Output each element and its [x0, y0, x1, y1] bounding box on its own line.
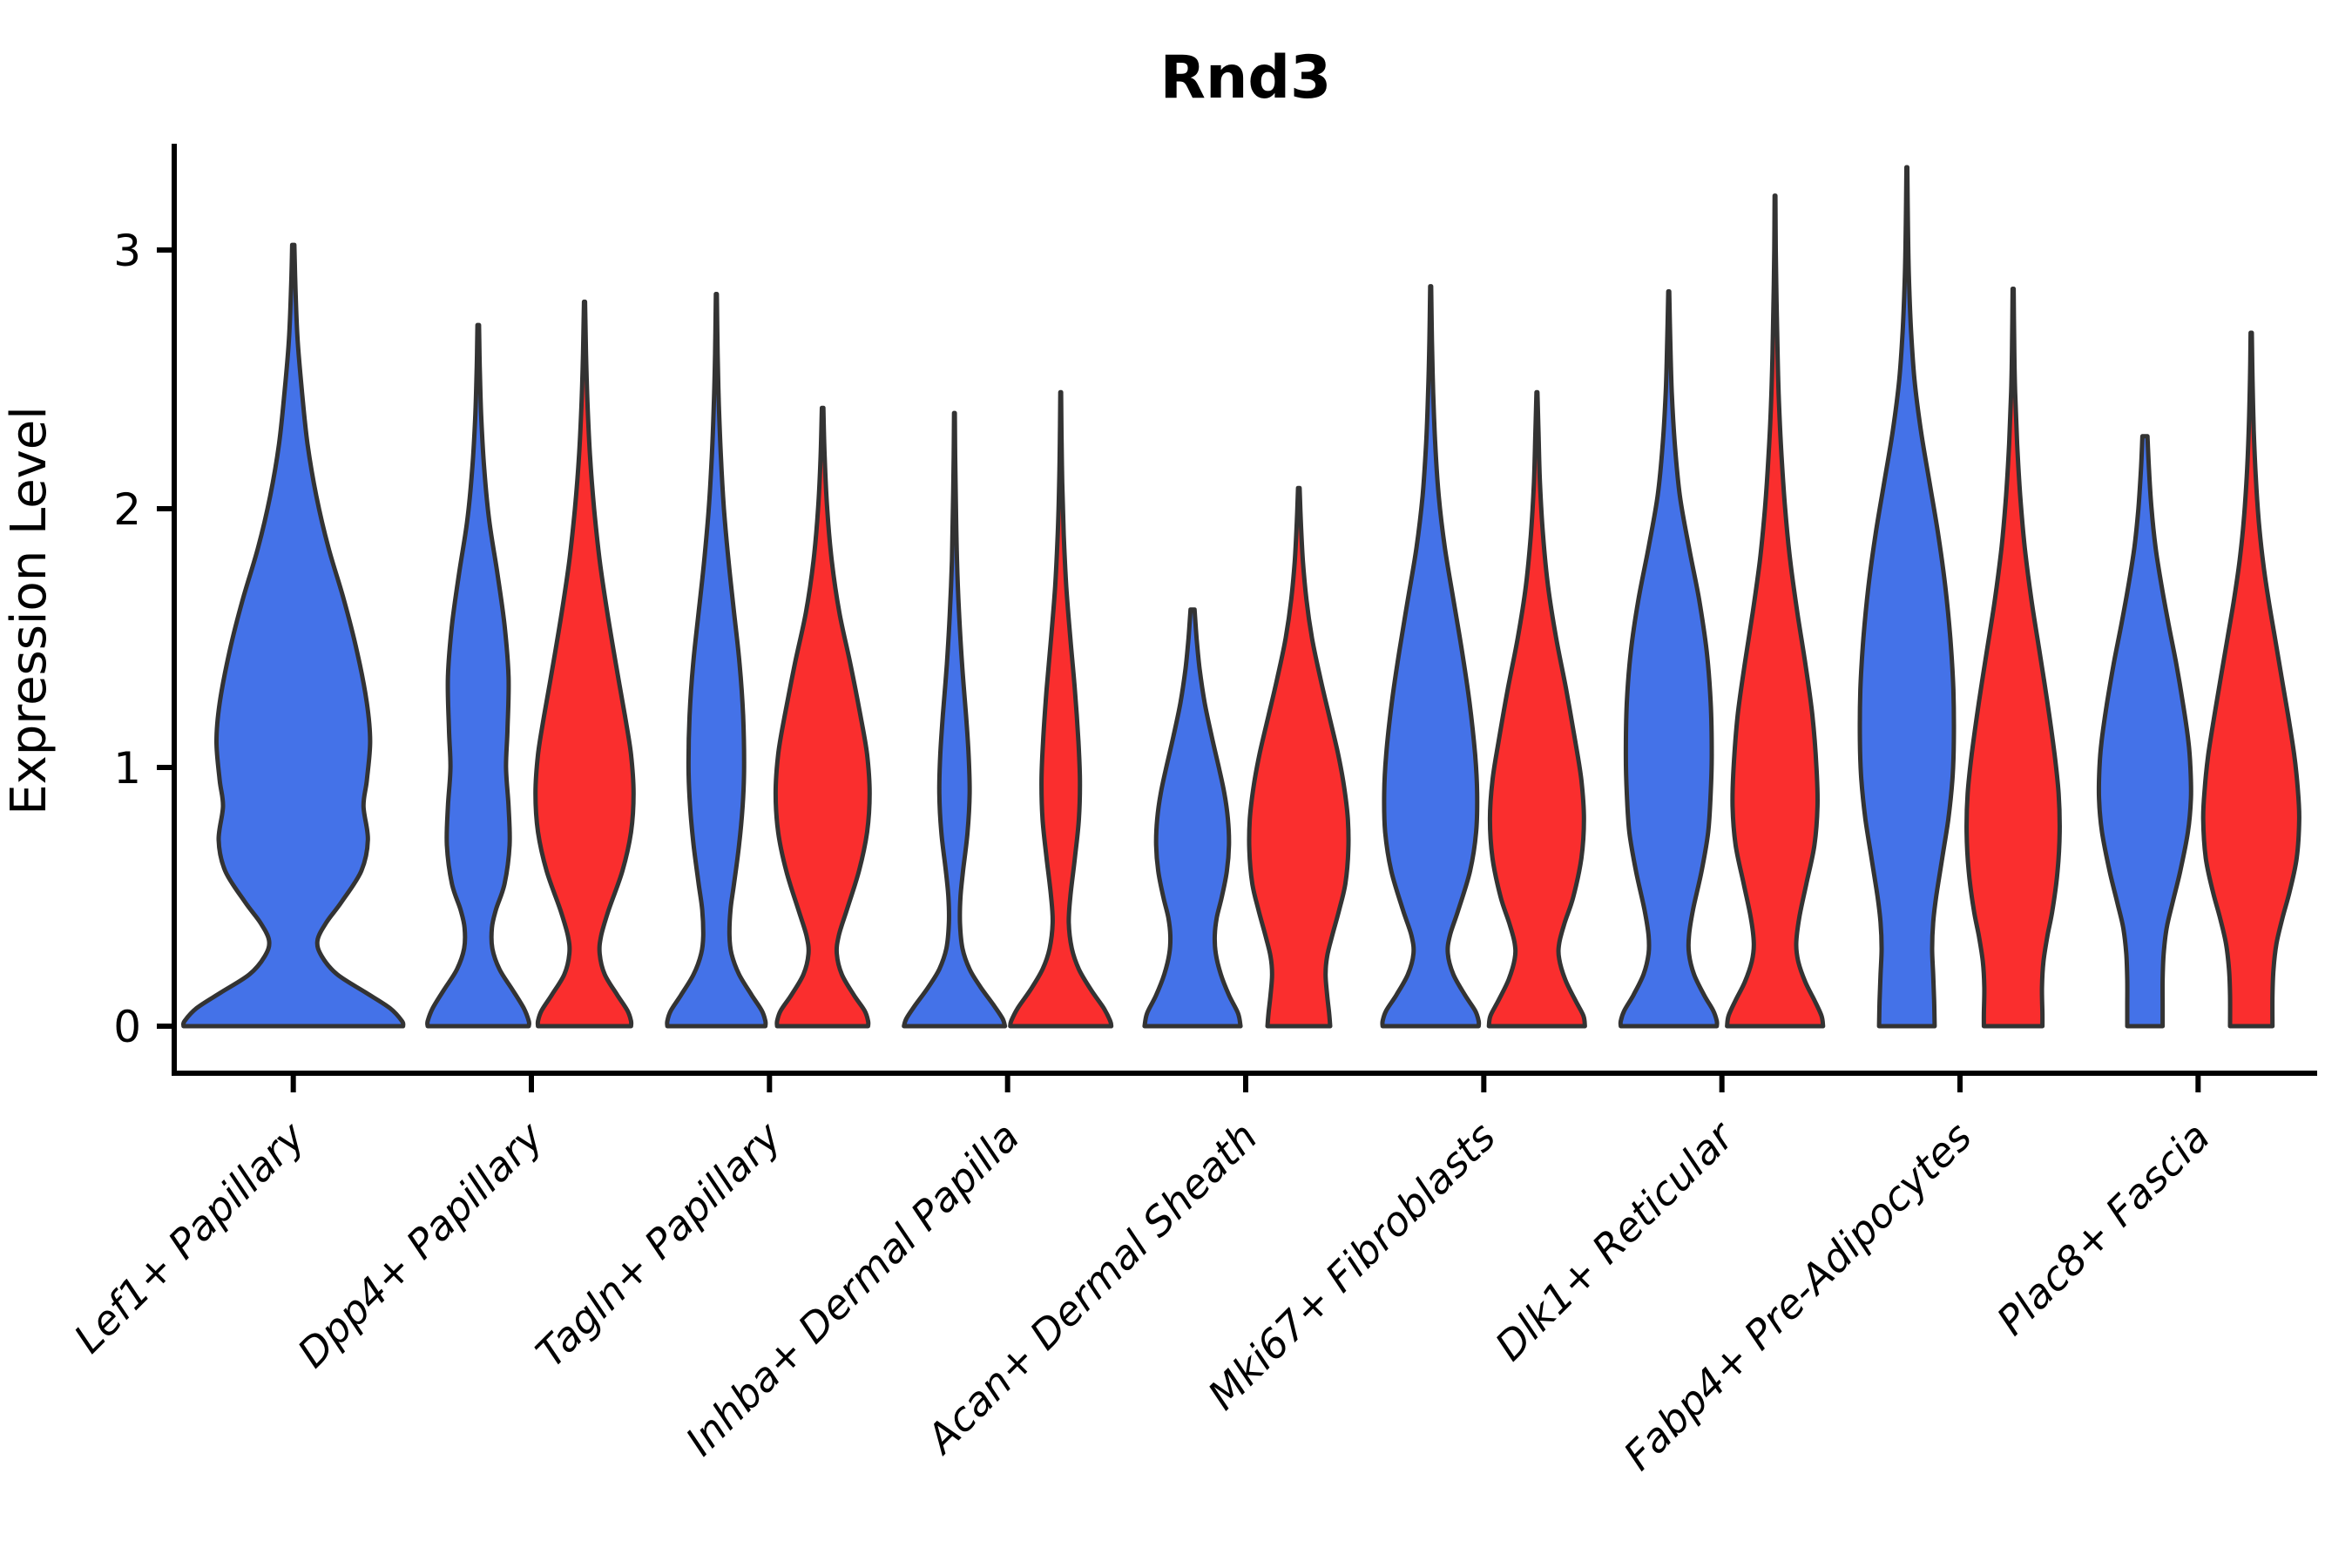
- violin-acan-dermal-sheath-blue: [1142, 607, 1243, 1029]
- violin-plac8-fascia-blue: [2096, 434, 2193, 1029]
- violin-inhba-dermal-papilla-blue: [902, 410, 1008, 1029]
- violin-fabp4-pre-adipocytes-blue: [1857, 165, 1957, 1029]
- y-tick-label-0: 0: [113, 1002, 141, 1052]
- violin-fabp4-pre-adipocytes-red: [1964, 287, 2062, 1029]
- x-tick-label-dlk1-reticular: Dlk1+ Reticular: [1486, 1111, 1745, 1369]
- violin-dpp4-papillary-blue: [425, 322, 531, 1029]
- x-tick-label-dpp4-papillary: Dpp4+ Papillary: [288, 1112, 552, 1376]
- violin-tagln-papillary-blue: [665, 292, 768, 1029]
- violin-acan-dermal-sheath-red: [1247, 485, 1351, 1029]
- chart-title: Rnd3: [1160, 44, 1332, 112]
- violin-dlk1-reticular-blue: [1618, 289, 1720, 1029]
- y-tick-label-1: 1: [113, 743, 141, 794]
- violin-lef1-papillary-blue: [180, 242, 406, 1029]
- violin-plac8-fascia-red: [2200, 330, 2301, 1029]
- x-tick-label-plac8-fascia: Plac8+ Fascia: [1988, 1113, 2219, 1344]
- violin-inhba-dermal-papilla-red: [1008, 389, 1114, 1029]
- violin-tagln-papillary-red: [773, 405, 872, 1029]
- x-tick-label-tagln-papillary: Tagln+ Papillary: [527, 1112, 791, 1376]
- y-tick-label-2: 2: [113, 484, 141, 535]
- violin-dlk1-reticular-red: [1725, 193, 1826, 1029]
- violin-dpp4-papillary-red: [533, 299, 636, 1029]
- violins-layer: [180, 165, 2301, 1029]
- x-tick-label-lef1-papillary: Lef1+ Papillary: [65, 1112, 314, 1362]
- y-axis-label: Expression Level: [1, 406, 57, 815]
- violin-mki67-fibroblasts-red: [1486, 389, 1587, 1029]
- violin-mki67-fibroblasts-blue: [1380, 284, 1482, 1029]
- y-tick-label-3: 3: [113, 226, 141, 276]
